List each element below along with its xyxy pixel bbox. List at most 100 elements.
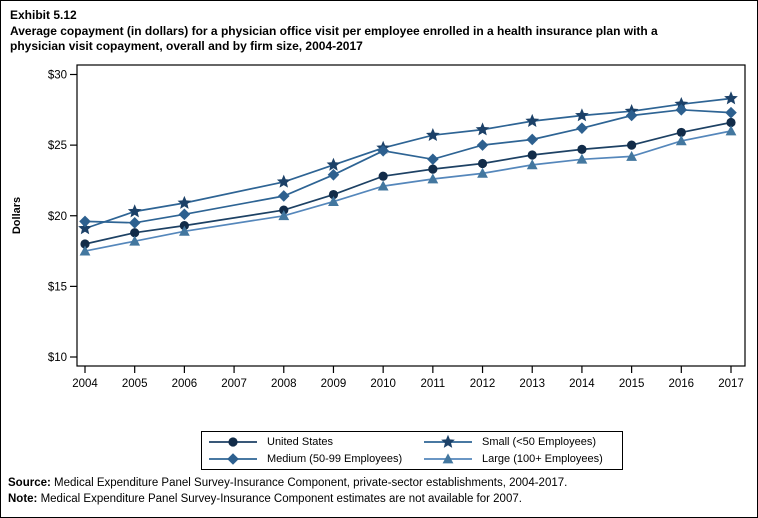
- note-text: Medical Expenditure Panel Survey-Insuran…: [37, 493, 522, 505]
- data-point-small-50-employees-2014: [575, 108, 589, 122]
- data-point-large-100-employees-2005: [129, 235, 141, 246]
- data-point-united-states-2010: [378, 171, 388, 181]
- y-tick-label: $20: [48, 211, 67, 223]
- data-point-large-100-employees-2012: [477, 167, 488, 178]
- x-tick-label: 2016: [669, 378, 695, 390]
- data-point-medium-50-99-employees-2011: [427, 153, 439, 166]
- data-point-large-100-employees-2009: [328, 196, 339, 207]
- data-point-united-states-2011: [428, 164, 438, 174]
- x-tick-label: 2008: [271, 378, 297, 390]
- data-point-united-states-2005: [130, 228, 140, 238]
- data-point-medium-50-99-employees-2010: [377, 144, 389, 157]
- source-label: Source:: [8, 477, 51, 489]
- chart-title-line2: physician visit copayment, overall and b…: [10, 39, 363, 53]
- x-tick-label: 2010: [370, 378, 396, 390]
- legend-item-united-states: United States: [208, 434, 423, 450]
- data-point-large-100-employees-2004: [79, 245, 91, 256]
- data-point-united-states-2012: [477, 158, 488, 169]
- legend-item-small-50-employees: Small (<50 Employees): [423, 434, 616, 450]
- data-point-united-states-2014: [577, 144, 587, 154]
- x-tick-label: 2006: [172, 378, 198, 390]
- data-point-small-50-employees-2009: [326, 157, 341, 171]
- x-tick-label: 2009: [321, 378, 347, 390]
- data-point-small-50-employees-2017: [724, 91, 738, 105]
- exhibit-label: Exhibit 5.12: [10, 8, 77, 22]
- data-point-united-states-2006: [179, 221, 189, 231]
- footnotes: Source: Medical Expenditure Panel Survey…: [8, 475, 752, 507]
- y-tick-label: $10: [48, 352, 67, 364]
- data-point-small-50-employees-2005: [127, 204, 142, 218]
- circle-marker-icon: [228, 437, 238, 447]
- data-point-small-50-employees-2008: [276, 174, 291, 188]
- chart-legend: United States Small (<50 Employees) Medium…: [201, 431, 623, 470]
- y-tick-label: $15: [48, 281, 67, 293]
- data-point-small-50-employees-2013: [525, 113, 540, 127]
- data-point-united-states-2013: [527, 150, 537, 160]
- data-point-large-100-employees-2015: [626, 150, 638, 161]
- diamond-marker-icon: [227, 453, 239, 465]
- legend-swatch-star-icon: [424, 434, 472, 448]
- source-text: Medical Expenditure Panel Survey-Insuran…: [50, 477, 568, 489]
- data-point-united-states-2017: [726, 117, 736, 128]
- x-tick-label: 2011: [420, 378, 445, 390]
- data-point-medium-50-99-employees-2004: [79, 215, 91, 228]
- title-block: Exhibit 5.12 Average copayment (in dolla…: [10, 8, 752, 55]
- data-point-medium-50-99-employees-2017: [725, 106, 737, 119]
- data-point-large-100-employees-2014: [576, 153, 588, 164]
- data-point-medium-50-99-employees-2016: [675, 104, 688, 116]
- x-tick-label: 2017: [718, 378, 744, 390]
- y-axis-title: Dollars: [11, 197, 23, 234]
- note-label: Note:: [8, 493, 38, 505]
- legend-label: United States: [267, 436, 334, 448]
- data-point-united-states-2009: [328, 189, 339, 200]
- y-tick-label: $25: [48, 140, 67, 152]
- legend-swatch-diamond-icon: [209, 453, 257, 465]
- legend-swatch-circle-icon: [209, 437, 257, 447]
- data-point-large-100-employees-2016: [675, 135, 687, 146]
- y-tick-label: $30: [48, 70, 67, 82]
- series-markers-small-50-employees: [78, 91, 738, 235]
- data-point-medium-50-99-employees-2012: [476, 139, 489, 151]
- x-tick-label: 2004: [72, 378, 98, 390]
- data-point-medium-50-99-employees-2005: [128, 217, 141, 229]
- data-point-small-50-employees-2011: [426, 128, 440, 142]
- star-marker-icon: [441, 434, 455, 448]
- data-point-large-100-employees-2017: [725, 125, 737, 136]
- x-tick-label: 2007: [221, 378, 247, 390]
- legend-label: Large (100+ Employees): [482, 453, 603, 465]
- legend-item-large-100-employees: Large (100+ Employees): [423, 451, 616, 467]
- data-point-united-states-2015: [627, 140, 637, 150]
- x-tick-label: 2014: [569, 378, 595, 390]
- series-markers-large-100-employees: [79, 125, 737, 256]
- data-point-small-50-employees-2012: [475, 122, 490, 136]
- x-tick-label: 2015: [619, 378, 645, 390]
- data-point-united-states-2004: [80, 239, 90, 249]
- legend-item-medium-50-99-employees: Medium (50-99 Employees): [208, 451, 423, 467]
- data-point-united-states-2008: [279, 205, 289, 215]
- data-point-medium-50-99-employees-2009: [327, 168, 340, 181]
- data-point-medium-50-99-employees-2006: [178, 208, 191, 221]
- series-markers-united-states: [80, 117, 736, 249]
- data-point-medium-50-99-employees-2014: [576, 122, 588, 134]
- data-point-small-50-employees-2004: [78, 221, 92, 235]
- data-point-large-100-employees-2011: [427, 173, 439, 184]
- series-markers-medium-50-99-employees: [79, 104, 737, 229]
- data-point-medium-50-99-employees-2015: [625, 109, 638, 122]
- data-point-large-100-employees-2013: [526, 159, 538, 170]
- chart-title-line1: Average copayment (in dollars) for a phy…: [10, 23, 658, 38]
- data-point-large-100-employees-2010: [377, 180, 389, 191]
- data-point-large-100-employees-2006: [178, 225, 190, 236]
- x-tick-label: 2012: [470, 378, 496, 390]
- x-tick-label: 2013: [519, 378, 545, 390]
- source-note: Source: Medical Expenditure Panel Survey…: [8, 475, 752, 491]
- data-point-united-states-2016: [676, 127, 686, 138]
- data-point-medium-50-99-employees-2013: [526, 133, 539, 146]
- legend-swatch-triangle-icon: [424, 453, 472, 464]
- data-point-medium-50-99-employees-2008: [277, 190, 290, 202]
- availability-note: Note: Medical Expenditure Panel Survey-I…: [8, 491, 752, 507]
- data-point-large-100-employees-2008: [278, 210, 290, 221]
- triangle-marker-icon: [442, 453, 454, 464]
- legend-label: Medium (50-99 Employees): [267, 453, 403, 465]
